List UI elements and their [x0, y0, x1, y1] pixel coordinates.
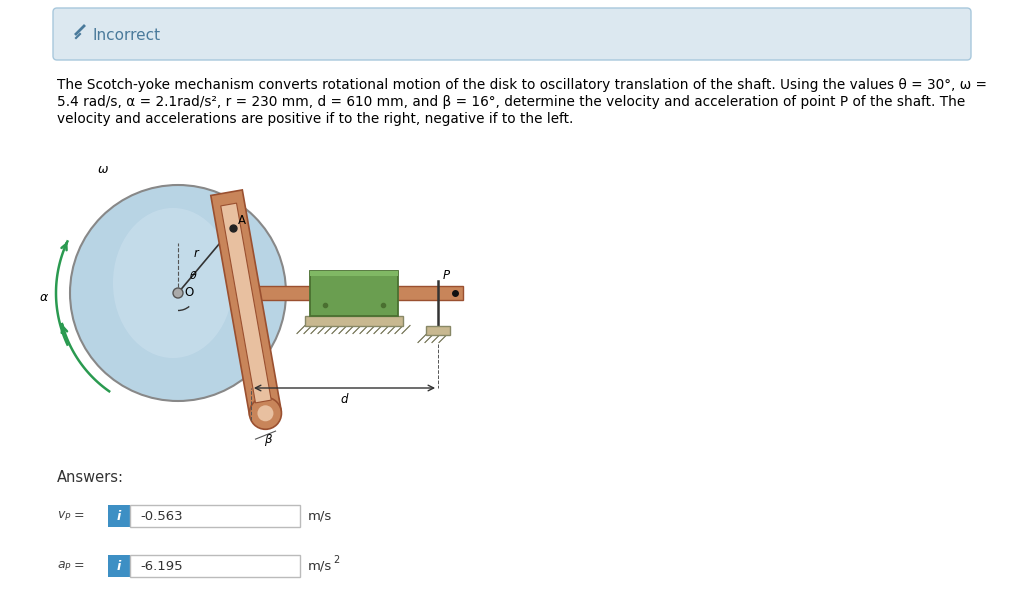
Bar — [310, 270, 398, 275]
Circle shape — [257, 405, 273, 421]
Ellipse shape — [113, 208, 233, 358]
Text: i: i — [117, 509, 121, 522]
FancyBboxPatch shape — [53, 8, 971, 60]
Text: α: α — [40, 291, 48, 304]
Text: 5.4 rad/s, α = 2.1rad/s², r = 230 mm, d = 610 mm, and β = 16°, determine the vel: 5.4 rad/s, α = 2.1rad/s², r = 230 mm, d … — [57, 95, 966, 109]
FancyBboxPatch shape — [108, 505, 130, 527]
Text: m/s: m/s — [308, 560, 332, 573]
Bar — [426, 326, 450, 335]
Text: β: β — [264, 433, 271, 446]
Text: $v_P$: $v_P$ — [57, 509, 72, 522]
Text: m/s: m/s — [308, 509, 332, 522]
Text: r: r — [194, 248, 199, 261]
Polygon shape — [221, 203, 271, 403]
Text: θ: θ — [190, 271, 197, 281]
FancyBboxPatch shape — [130, 555, 300, 577]
Text: 2: 2 — [333, 555, 339, 565]
Text: A: A — [238, 214, 246, 227]
Circle shape — [70, 185, 286, 401]
Text: -0.563: -0.563 — [140, 509, 182, 522]
Bar — [236, 286, 463, 300]
FancyBboxPatch shape — [130, 505, 300, 527]
Text: -6.195: -6.195 — [140, 560, 182, 573]
FancyBboxPatch shape — [108, 555, 130, 577]
Circle shape — [250, 397, 282, 429]
Text: ω: ω — [98, 163, 109, 176]
Text: Incorrect: Incorrect — [92, 28, 160, 44]
Text: O: O — [184, 286, 194, 299]
Text: The Scotch-yoke mechanism converts rotational motion of the disk to oscillatory : The Scotch-yoke mechanism converts rotat… — [57, 78, 987, 92]
Bar — [305, 316, 403, 326]
Text: =: = — [74, 560, 85, 573]
Text: i: i — [117, 560, 121, 573]
Text: Answers:: Answers: — [57, 470, 124, 485]
Polygon shape — [211, 190, 282, 416]
Circle shape — [173, 288, 183, 298]
Text: velocity and accelerations are positive if to the right, negative if to the left: velocity and accelerations are positive … — [57, 112, 573, 126]
Text: =: = — [74, 509, 85, 522]
Text: d: d — [341, 393, 348, 406]
Text: $a_P$: $a_P$ — [57, 560, 72, 573]
Text: P: P — [443, 269, 451, 282]
Bar — [310, 270, 398, 316]
